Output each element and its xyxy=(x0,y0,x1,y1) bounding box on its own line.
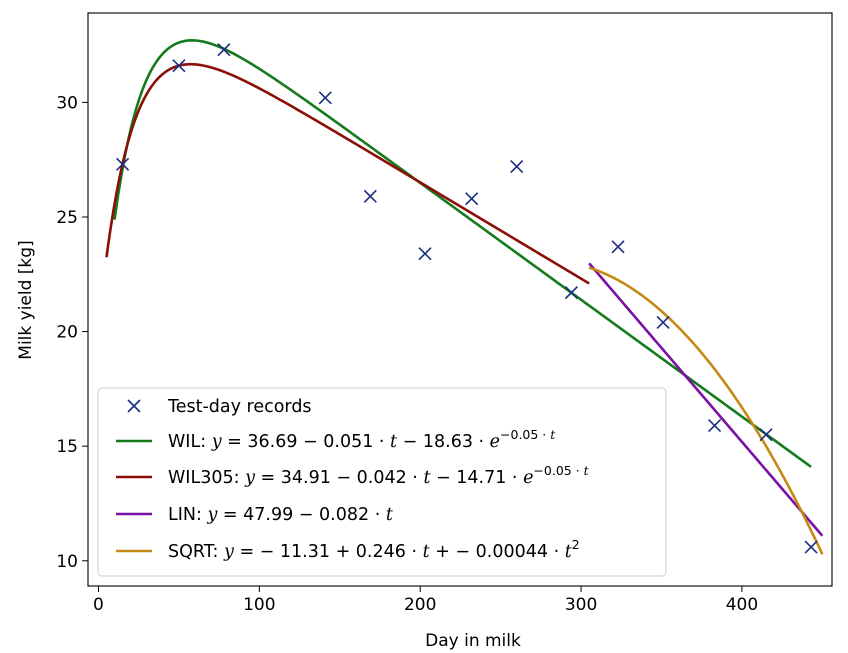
data-point xyxy=(217,43,231,57)
legend-label-wil305: WIL305: y = 34.91 − 0.042 · t − 14.71 · … xyxy=(168,463,590,488)
x-axis-label: Day in milk xyxy=(425,631,521,651)
data-point xyxy=(318,91,332,105)
y-axis-ticks: 10 15 20 25 30 xyxy=(56,93,88,572)
x-tick-label: 300 xyxy=(565,595,597,615)
x-tick-label: 200 xyxy=(404,595,436,615)
test-day-points xyxy=(116,43,818,554)
y-tick-label: 20 xyxy=(56,323,78,343)
data-point xyxy=(708,418,722,433)
curve-lin xyxy=(588,262,824,537)
legend-label-wil: WIL: y = 36.69 − 0.051 · t − 18.63 · e−0… xyxy=(168,427,556,452)
legend-label-sqrt: SQRT: y = − 11.31 + 0.246 · t + − 0.0004… xyxy=(168,537,580,562)
data-point xyxy=(656,315,670,329)
curve-wil305 xyxy=(105,62,590,285)
y-tick-label: 10 xyxy=(56,552,78,572)
plot-frame xyxy=(87,12,833,587)
curve-sqrt xyxy=(588,266,824,555)
data-point xyxy=(116,157,130,171)
legend: Test-day records WIL: y = 36.69 − 0.051 ·… xyxy=(97,387,667,577)
y-axis-label: Milk yield [kg] xyxy=(16,240,36,359)
fitted-curves xyxy=(105,39,824,555)
curve-wil xyxy=(113,39,812,468)
data-point xyxy=(465,192,479,206)
legend-box xyxy=(97,387,667,577)
data-point xyxy=(172,59,186,73)
data-point xyxy=(363,189,377,203)
y-tick-label: 25 xyxy=(56,208,78,228)
data-point xyxy=(564,286,578,300)
x-axis-ticks: 0 100 200 300 400 xyxy=(93,586,758,615)
y-tick-label: 15 xyxy=(56,437,78,457)
data-point xyxy=(418,247,432,261)
data-point xyxy=(759,428,773,442)
legend-marker-test-day-records xyxy=(127,399,141,413)
data-point xyxy=(510,159,524,174)
x-tick-label: 400 xyxy=(726,595,758,615)
legend-label-test-day-records: Test-day records xyxy=(167,397,312,417)
x-tick-label: 0 xyxy=(93,595,104,615)
data-point xyxy=(611,240,625,254)
x-tick-label: 100 xyxy=(243,595,275,615)
legend-label-lin: LIN: y = 47.99 − 0.082 · t xyxy=(168,505,394,525)
data-point xyxy=(804,540,818,554)
y-tick-label: 30 xyxy=(56,93,78,113)
